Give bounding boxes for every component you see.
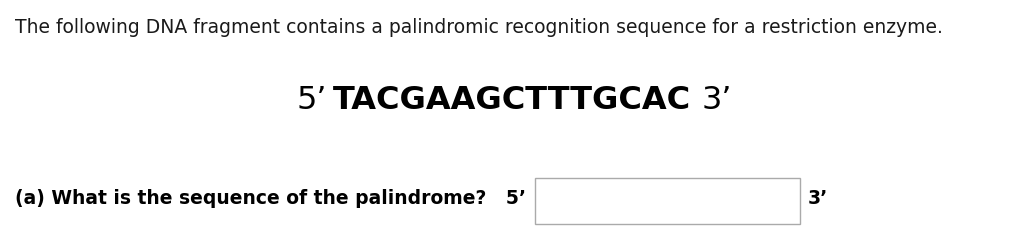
Text: 3’: 3’: [808, 189, 828, 208]
Bar: [535, 178, 800, 224]
Text: 5’: 5’: [297, 85, 327, 115]
Text: TACGAAGCTTTGCAC: TACGAAGCTTTGCAC: [333, 85, 691, 115]
Text: 3’: 3’: [702, 85, 732, 115]
Text: (a) What is the sequence of the palindrome?   5’: (a) What is the sequence of the palindro…: [15, 189, 526, 208]
Text: The following DNA fragment contains a palindromic recognition sequence for a res: The following DNA fragment contains a pa…: [15, 18, 943, 37]
